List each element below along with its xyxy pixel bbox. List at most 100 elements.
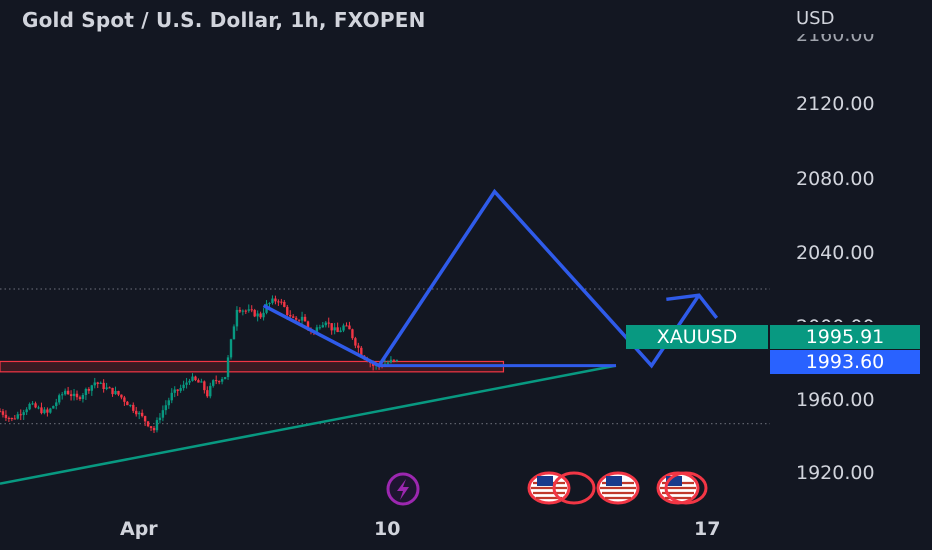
candle-body-16 [46, 409, 49, 413]
candle-body-30 [87, 389, 91, 391]
candle-body-75 [220, 379, 224, 382]
candle-body-26 [75, 393, 79, 398]
candle-body-0 [0, 411, 2, 413]
projection-arrowhead [666, 293, 719, 320]
candle-body-95 [280, 301, 283, 303]
candle-body-20 [58, 395, 61, 403]
candle-body-88 [259, 313, 262, 318]
candle-body-94 [277, 301, 280, 303]
candle-body-104 [306, 321, 310, 329]
candle-body-42 [123, 397, 126, 402]
candle-body-50 [146, 421, 150, 427]
candle-body-72 [212, 380, 215, 386]
candle-body-18 [52, 405, 55, 409]
candle-body-117 [345, 325, 348, 327]
candle-body-38 [111, 387, 114, 395]
candle-body-119 [351, 329, 354, 339]
us-flag-icon[interactable] [527, 470, 571, 506]
candle-body-132 [389, 359, 393, 363]
candle-body-14 [40, 407, 43, 414]
candle-body-63 [185, 382, 188, 385]
candle-body-101 [297, 319, 301, 321]
candle-body-100 [294, 317, 298, 320]
candle-body-19 [55, 402, 58, 406]
candle-body-39 [114, 391, 117, 395]
candle-body-37 [108, 387, 111, 389]
candle-body-86 [253, 310, 256, 317]
candle-body-60 [176, 389, 179, 391]
y-tick-1920: 1920.00 [796, 462, 875, 484]
candle-body-134 [395, 359, 399, 361]
candle-body-13 [37, 407, 40, 409]
candle-body-32 [93, 382, 96, 386]
candle-body-87 [256, 313, 259, 317]
us-flag-icon[interactable] [664, 470, 708, 506]
candle-body-109 [321, 325, 325, 328]
candle-body-29 [84, 389, 88, 396]
candle-body-40 [117, 391, 120, 395]
candle-body-107 [315, 327, 319, 333]
candle-body-34 [99, 382, 102, 384]
y-tick-2000-partial: 2000.00 [796, 316, 875, 322]
x-tick-apr: Apr [120, 518, 158, 540]
candle-body-33 [96, 382, 99, 384]
candle-body-25 [72, 393, 76, 397]
y-tick-2080: 2080.00 [796, 168, 875, 190]
y-tick-2040: 2040.00 [796, 242, 875, 264]
candle-body-68 [200, 381, 203, 383]
candle-body-91 [268, 302, 271, 304]
candle-body-21 [60, 394, 64, 396]
candle-body-122 [360, 347, 363, 356]
candle-body-76 [223, 377, 227, 380]
candle-body-118 [348, 325, 351, 330]
y-tick-2160-partial: 2160.00 [796, 24, 875, 46]
candle-body-17 [49, 408, 52, 413]
candle-body-67 [197, 380, 200, 383]
candle-body-5 [13, 418, 17, 420]
candle-body-65 [191, 376, 194, 381]
lightning-icon[interactable] [385, 471, 421, 507]
candle-body-98 [289, 315, 292, 317]
candle-body-56 [164, 405, 168, 411]
candle-body-6 [16, 414, 19, 419]
candle-body-73 [214, 380, 218, 382]
candle-body-69 [203, 381, 206, 391]
us-flag-icon[interactable] [596, 470, 640, 506]
candle-body-83 [244, 310, 248, 312]
x-tick-10: 10 [374, 518, 401, 540]
candle-body-2 [4, 414, 8, 418]
currency-label: USD [796, 8, 835, 29]
candle-body-74 [217, 381, 221, 383]
candle-body-3 [7, 417, 11, 419]
candle-body-49 [143, 416, 147, 422]
candle-body-131 [386, 362, 390, 364]
candle-body-31 [90, 385, 94, 391]
candle-body-23 [66, 390, 70, 395]
candle-body-61 [179, 388, 182, 391]
candle-body-59 [173, 389, 176, 393]
candle-body-8 [22, 412, 25, 416]
candle-body-66 [194, 376, 197, 381]
candle-body-45 [132, 404, 135, 411]
candle-body-93 [274, 298, 277, 302]
us-flag-icon[interactable] [552, 470, 596, 506]
candle-body-11 [31, 403, 34, 405]
candle-body-27 [78, 397, 82, 399]
trendline [0, 364, 617, 485]
candle-body-114 [336, 327, 339, 333]
candle-body-52 [152, 427, 156, 431]
candle-body-89 [262, 312, 265, 318]
candle-body-53 [155, 420, 159, 431]
candle-body-1 [1, 411, 5, 415]
candle-body-4 [10, 417, 14, 419]
candle-body-84 [247, 309, 250, 311]
candle-body-108 [318, 327, 322, 329]
candle-body-85 [250, 309, 253, 311]
candle-body-12 [34, 403, 37, 408]
candle-body-80 [235, 309, 239, 327]
y-tick-2120: 2120.00 [796, 93, 875, 115]
candle-body-113 [333, 327, 336, 331]
candle-body-116 [342, 325, 345, 331]
candle-body-110 [324, 322, 327, 326]
